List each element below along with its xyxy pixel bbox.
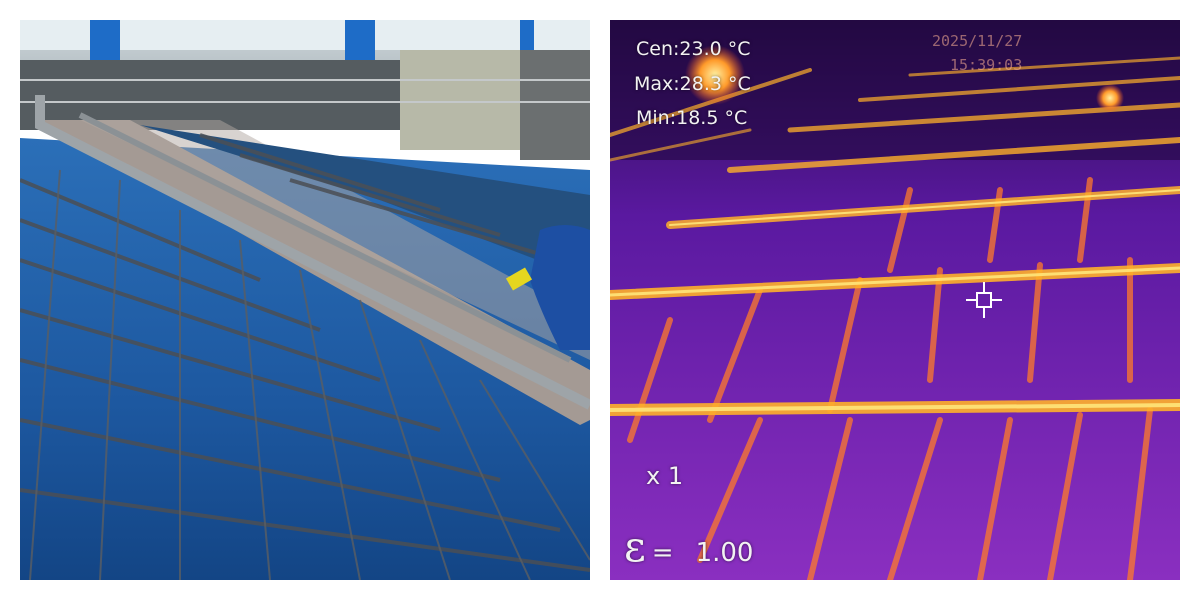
emissivity-equals: =: [651, 538, 674, 568]
max-temperature: Max:28.3 °C: [634, 73, 751, 95]
thermal-image: 2025/11/27 15:39:03 Cen:23.0 °C Max:28.3…: [610, 20, 1180, 580]
center-temperature: Cen:23.0 °C: [636, 38, 751, 60]
capture-time: 15:39:03: [950, 56, 1023, 74]
center-crosshair-icon: [966, 282, 1002, 318]
tank-photo-illustration: [20, 20, 590, 580]
emissivity-readout: ε = 1.00: [624, 526, 753, 568]
zoom-level: x 1: [646, 462, 684, 490]
min-temperature: Min:18.5 °C: [636, 107, 748, 129]
emissivity-value: 1.00: [695, 538, 754, 568]
thermal-heatmap: [610, 20, 1180, 580]
emissivity-symbol: ε: [624, 522, 646, 571]
capture-date: 2025/11/27: [932, 32, 1023, 50]
site-photo: [20, 20, 590, 580]
